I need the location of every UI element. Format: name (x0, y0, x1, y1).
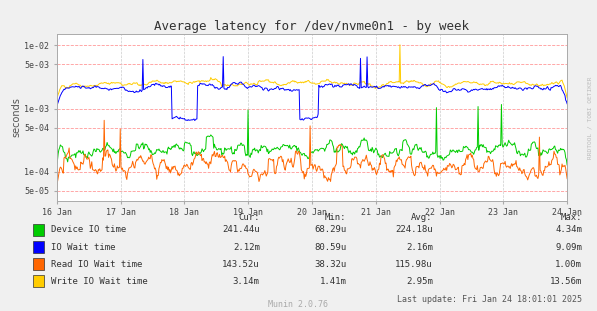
Text: 68.29u: 68.29u (314, 225, 346, 234)
Text: 9.09m: 9.09m (555, 243, 582, 252)
Text: Avg:: Avg: (411, 213, 433, 222)
Y-axis label: seconds: seconds (11, 97, 21, 137)
Text: Write IO Wait time: Write IO Wait time (51, 277, 147, 286)
Text: 2.12m: 2.12m (233, 243, 260, 252)
Text: IO Wait time: IO Wait time (51, 243, 115, 252)
Text: 38.32u: 38.32u (314, 260, 346, 269)
Text: Max:: Max: (561, 213, 582, 222)
Text: 4.34m: 4.34m (555, 225, 582, 234)
Text: Read IO Wait time: Read IO Wait time (51, 260, 142, 269)
Title: Average latency for /dev/nvme0n1 - by week: Average latency for /dev/nvme0n1 - by we… (155, 20, 469, 33)
Text: 80.59u: 80.59u (314, 243, 346, 252)
Text: 1.41m: 1.41m (319, 277, 346, 286)
Text: Munin 2.0.76: Munin 2.0.76 (269, 300, 328, 309)
Text: Last update: Fri Jan 24 18:01:01 2025: Last update: Fri Jan 24 18:01:01 2025 (397, 295, 582, 304)
Text: 224.18u: 224.18u (395, 225, 433, 234)
Text: Min:: Min: (325, 213, 346, 222)
Text: 2.16m: 2.16m (406, 243, 433, 252)
Text: 115.98u: 115.98u (395, 260, 433, 269)
Text: 13.56m: 13.56m (550, 277, 582, 286)
Text: Device IO time: Device IO time (51, 225, 126, 234)
Text: 143.52u: 143.52u (222, 260, 260, 269)
Text: 3.14m: 3.14m (233, 277, 260, 286)
Text: 241.44u: 241.44u (222, 225, 260, 234)
Text: 2.95m: 2.95m (406, 277, 433, 286)
Text: 1.00m: 1.00m (555, 260, 582, 269)
Text: Cur:: Cur: (238, 213, 260, 222)
Text: RRDTOOL / TOBI OETIKER: RRDTOOL / TOBI OETIKER (588, 77, 593, 160)
